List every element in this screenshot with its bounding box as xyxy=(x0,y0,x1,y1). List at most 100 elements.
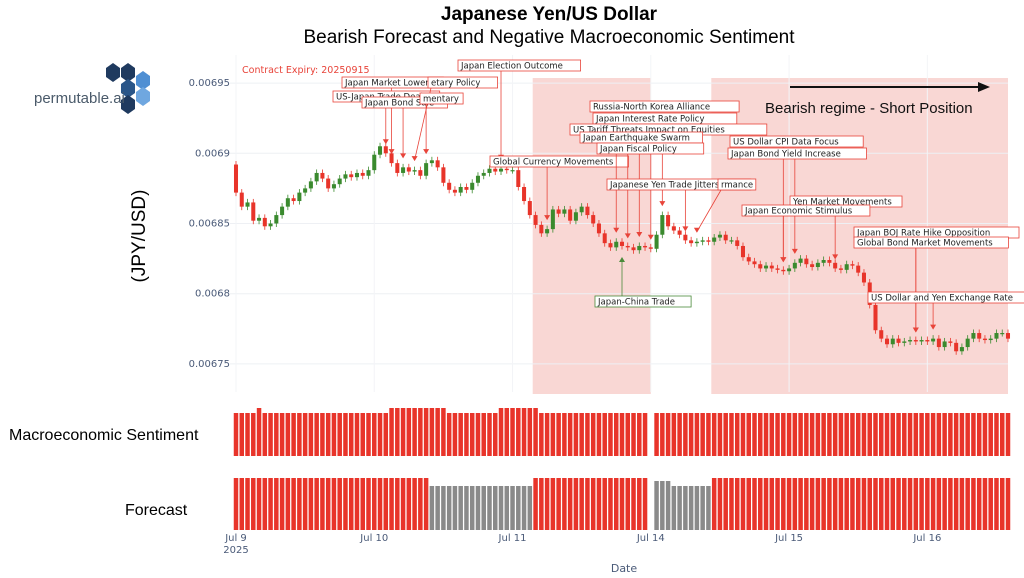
candle-body xyxy=(764,265,769,269)
candle-body xyxy=(792,262,797,269)
candle xyxy=(481,169,486,180)
candle-body xyxy=(879,330,884,339)
forecast-bar xyxy=(245,478,250,530)
candle-body xyxy=(291,198,296,202)
candle xyxy=(798,255,803,267)
sentiment-bar xyxy=(418,408,423,456)
annotation: Japan Market Lower xyxy=(341,76,444,155)
forecast-bar xyxy=(821,478,826,530)
candle xyxy=(602,229,607,247)
candle xyxy=(487,165,492,177)
x-tick-label: Jul 9 xyxy=(224,533,247,544)
candle xyxy=(475,172,480,187)
forecast-bar xyxy=(625,478,631,530)
annotation-text: Russia-North Korea Alliance xyxy=(593,103,710,113)
sentiment-bar xyxy=(694,413,700,456)
candle-body xyxy=(366,170,371,176)
sentiment-bar xyxy=(337,413,342,456)
candle-body xyxy=(977,333,982,339)
forecast-bar xyxy=(832,478,838,530)
candle-body xyxy=(516,170,521,187)
candle-body xyxy=(349,174,354,178)
candle xyxy=(314,169,319,185)
candle xyxy=(510,166,515,174)
forecast-bar xyxy=(959,478,965,530)
forecast-bar xyxy=(729,478,734,530)
sentiment-bar xyxy=(573,413,579,456)
candle xyxy=(608,239,613,251)
forecast-bar xyxy=(688,486,694,530)
candle xyxy=(694,238,699,247)
sentiment-bar xyxy=(521,408,527,456)
forecast-bar xyxy=(325,478,331,530)
forecast-bar xyxy=(596,478,602,530)
candle-body xyxy=(861,272,866,283)
sentiment-bar xyxy=(752,413,757,456)
forecast-bar xyxy=(665,481,671,530)
candle-body xyxy=(452,189,457,193)
forecast-bar xyxy=(948,478,953,530)
arrowhead-icon xyxy=(659,201,666,207)
sentiment-bar xyxy=(723,413,728,456)
forecast-bar xyxy=(308,478,314,530)
candle-body xyxy=(573,212,578,221)
candle xyxy=(735,236,740,250)
forecast-bar xyxy=(366,478,371,530)
candle xyxy=(596,219,601,237)
sentiment-bar xyxy=(441,408,446,456)
candle xyxy=(257,214,262,225)
candle xyxy=(285,194,290,211)
y-tick-label: 0.0069 xyxy=(195,148,230,159)
candle-body xyxy=(303,188,308,193)
forecast-bar xyxy=(504,486,510,530)
arrowhead-icon xyxy=(682,226,689,232)
candle xyxy=(689,236,694,247)
candle xyxy=(954,339,959,355)
forecast-bar xyxy=(302,478,308,530)
annotation-text: Japan Earthquake Swarm xyxy=(582,134,690,144)
candle-body xyxy=(274,215,279,224)
sentiment-bar xyxy=(389,408,394,456)
sentiment-bar xyxy=(245,413,250,456)
candle xyxy=(879,326,884,343)
sentiment-bar xyxy=(642,413,648,456)
forecast-bar xyxy=(815,478,821,530)
sentiment-bar xyxy=(683,413,688,456)
annotation-text: rmance xyxy=(721,181,753,191)
sentiment-bar xyxy=(262,413,268,456)
forecast-bar xyxy=(683,486,688,530)
candle-body xyxy=(942,341,947,348)
candle-body xyxy=(965,338,970,348)
candle xyxy=(717,231,722,242)
sentiment-bar xyxy=(988,413,993,456)
candle-body xyxy=(395,163,400,173)
candle-body xyxy=(412,170,417,172)
candle-body xyxy=(447,182,452,190)
regime-label: Bearish regime - Short Position xyxy=(765,100,973,117)
forecast-bar xyxy=(337,478,342,530)
annotation-text: Global Bond Market Movements xyxy=(857,239,993,249)
sentiment-bar xyxy=(608,413,613,456)
candle xyxy=(729,236,734,244)
sentiment-bar xyxy=(740,413,746,456)
annotation-box xyxy=(419,92,464,105)
arrowhead-icon xyxy=(832,254,839,260)
candle xyxy=(441,163,446,187)
forecast-bar xyxy=(752,478,757,530)
sentiment-bar xyxy=(896,413,901,456)
sentiment-bar xyxy=(948,413,953,456)
sentiment-bar xyxy=(550,413,556,456)
forecast-bar xyxy=(441,486,446,530)
hexagon-logo-icon xyxy=(106,63,150,114)
candle xyxy=(527,197,532,219)
annotation-text: Japan Economic Stimulus xyxy=(744,207,853,217)
forecast-bar xyxy=(734,478,740,530)
forecast-bar xyxy=(251,478,256,530)
y-tick-label: 0.00695 xyxy=(189,78,230,89)
candle-body xyxy=(262,217,267,227)
candle-body xyxy=(971,333,976,339)
candle-body xyxy=(925,340,930,342)
candle xyxy=(712,234,717,246)
candle-body xyxy=(994,333,999,339)
